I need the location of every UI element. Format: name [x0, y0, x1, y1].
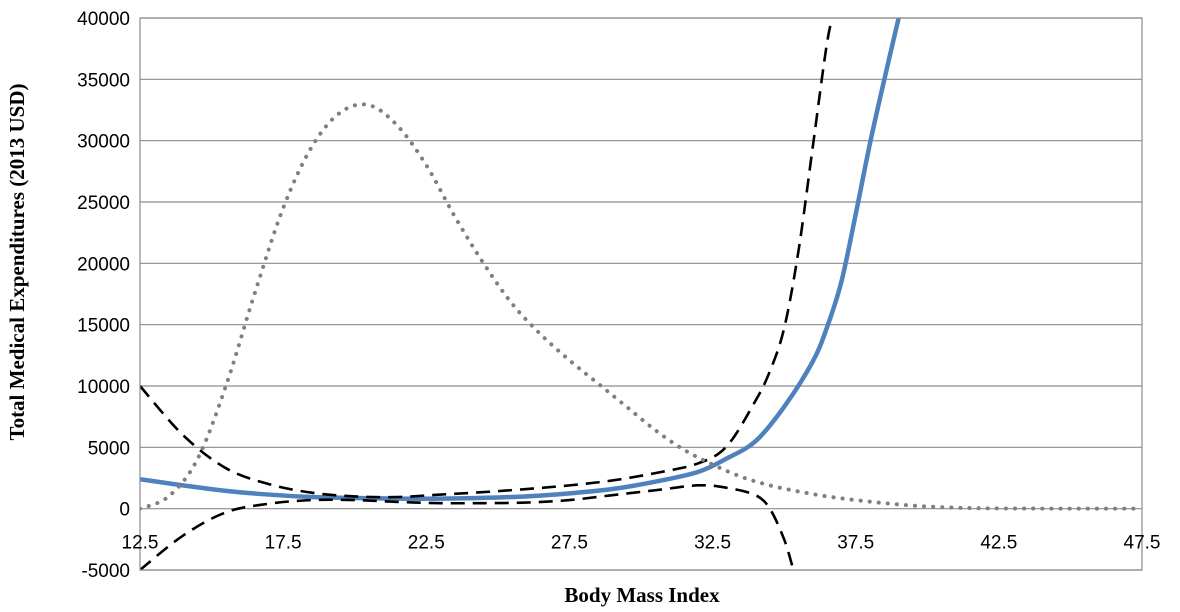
y-tick-label: 40000 — [77, 9, 130, 30]
y-tick-label: -5000 — [81, 561, 130, 582]
x-tick-label: 27.5 — [551, 533, 588, 554]
y-tick-label: 25000 — [77, 193, 130, 214]
y-tick-label: 5000 — [88, 438, 130, 459]
y-tick-label: 35000 — [77, 70, 130, 91]
y-tick-label: 15000 — [77, 316, 130, 337]
series-line-dashed-2 — [140, 483, 794, 570]
x-tick-label: 32.5 — [694, 533, 731, 554]
series-lines — [140, 18, 1142, 570]
series-line-dotted-3 — [140, 102, 1142, 511]
y-tick-label: 10000 — [77, 377, 130, 398]
x-tick-label: 42.5 — [980, 533, 1017, 554]
x-tick-label: 47.5 — [1124, 533, 1161, 554]
x-tick-label: 37.5 — [837, 533, 874, 554]
plot-area-frame — [139, 17, 1143, 571]
x-tick-labels: 12.5 17.5 22.5 27.5 32.5 37.5 42.5 47.5 — [122, 533, 1161, 554]
y-tick-label: 0 — [119, 500, 130, 521]
y-tick-labels: -5000 0 5000 10000 15000 20000 25000 30000 35000… — [77, 9, 130, 582]
y-axis-title: Total Medical Expenditures (2013 USD) — [5, 83, 29, 440]
x-tick-label: 22.5 — [408, 533, 445, 554]
x-tick-label: 17.5 — [265, 533, 302, 554]
y-tick-label: 20000 — [77, 254, 130, 275]
y-tick-label: 30000 — [77, 132, 130, 153]
x-axis-title: Body Mass Index — [564, 583, 720, 607]
series-line-solid-0 — [140, 18, 901, 501]
series-line-dashed-1 — [140, 18, 834, 499]
gridlines — [140, 17, 1142, 571]
x-tick-label: 12.5 — [122, 533, 159, 554]
